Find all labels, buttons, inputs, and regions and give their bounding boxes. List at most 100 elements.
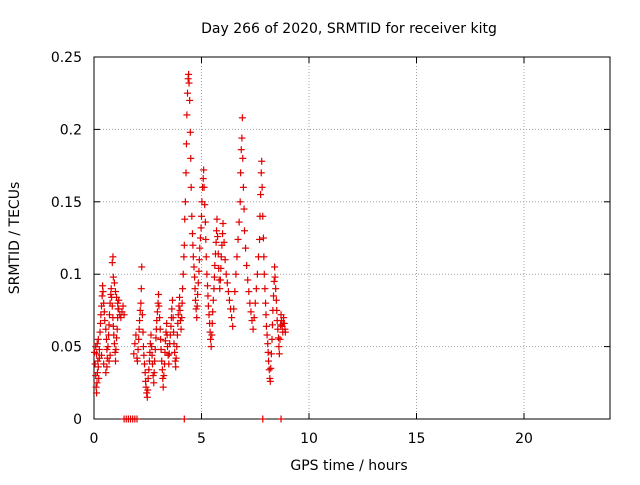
data-point: [182, 169, 190, 177]
data-point: [148, 343, 156, 351]
data-point: [170, 328, 178, 336]
data-point: [143, 393, 151, 401]
data-point: [252, 285, 260, 293]
data-point: [208, 331, 216, 339]
data-point: [182, 140, 190, 148]
x-tick-label: 0: [90, 431, 99, 447]
data-point: [132, 331, 140, 339]
data-point: [155, 302, 163, 310]
data-point: [233, 253, 241, 261]
data-point: [201, 218, 209, 226]
data-point: [228, 314, 236, 322]
data-point: [205, 311, 213, 319]
data-point: [93, 379, 101, 387]
data-point: [281, 328, 289, 336]
data-point: [188, 230, 196, 238]
data-point: [217, 253, 225, 261]
axis-ticks: 0 5 10 15 20 0 0.05 0.1 0.15 0.2 0.25: [51, 50, 610, 447]
x-tick-label: 5: [197, 431, 206, 447]
data-point: [180, 253, 188, 261]
data-point: [172, 363, 180, 371]
data-point: [139, 328, 147, 336]
data-point: [187, 154, 195, 162]
x-axis-label: GPS time / hours: [290, 458, 407, 474]
data-point: [262, 322, 270, 330]
data-point: [214, 233, 222, 241]
data-point: [209, 308, 217, 316]
data-point: [245, 288, 253, 296]
data-point: [238, 134, 246, 142]
data-point: [253, 270, 261, 278]
data-point: [101, 317, 109, 325]
data-point: [259, 234, 267, 242]
data-point: [188, 212, 196, 220]
data-point: [273, 306, 281, 314]
y-tick-label: 0.2: [60, 122, 82, 138]
data-point: [108, 302, 116, 310]
data-point: [138, 263, 146, 271]
data-point: [265, 357, 273, 365]
data-point: [264, 340, 272, 348]
data-point: [270, 292, 278, 300]
data-point: [267, 364, 275, 372]
data-point: [131, 340, 139, 348]
data-point: [102, 335, 110, 343]
data-point: [176, 306, 184, 314]
data-point: [145, 366, 153, 374]
data-point: [109, 322, 117, 330]
data-point: [207, 343, 215, 351]
data-point: [276, 335, 284, 343]
y-tick-label: 0.15: [51, 195, 82, 211]
data-point: [280, 319, 288, 327]
data-point: [211, 262, 219, 270]
x-tick-label: 15: [408, 431, 426, 447]
data-point: [274, 325, 282, 333]
data-point: [213, 227, 221, 235]
data-point: [107, 285, 115, 293]
data-point: [183, 111, 191, 119]
data-point: [137, 299, 145, 307]
data-point: [274, 334, 282, 342]
data-points: [90, 70, 289, 423]
data-point: [157, 335, 165, 343]
data-point: [204, 282, 212, 290]
data-point: [266, 377, 274, 385]
data-point: [261, 285, 269, 293]
data-point: [179, 285, 187, 293]
data-point: [203, 270, 211, 278]
data-point: [136, 317, 144, 325]
data-point: [141, 369, 149, 377]
data-point: [209, 296, 217, 304]
data-point: [181, 198, 189, 206]
data-point: [109, 253, 117, 261]
data-point: [140, 351, 148, 359]
data-point: [257, 191, 265, 199]
data-point: [104, 343, 112, 351]
data-point: [242, 244, 250, 252]
data-point: [225, 296, 233, 304]
data-point: [237, 169, 245, 177]
data-point: [96, 319, 104, 327]
data-point: [230, 305, 238, 313]
data-point: [229, 322, 237, 330]
data-point: [105, 357, 113, 365]
data-point: [102, 325, 110, 333]
y-tick-label: 0.05: [51, 340, 82, 356]
data-point: [110, 340, 118, 348]
data-point: [112, 345, 120, 353]
data-point: [133, 415, 141, 423]
data-point: [93, 369, 101, 377]
data-point: [202, 235, 210, 243]
data-point: [236, 198, 244, 206]
data-point: [267, 350, 275, 358]
data-point: [216, 276, 224, 284]
data-point: [264, 348, 272, 356]
data-point: [110, 279, 118, 287]
data-point: [247, 308, 255, 316]
data-point: [202, 253, 210, 261]
data-point: [194, 290, 202, 298]
data-point: [135, 335, 143, 343]
data-point: [244, 276, 252, 284]
data-point: [113, 325, 121, 333]
